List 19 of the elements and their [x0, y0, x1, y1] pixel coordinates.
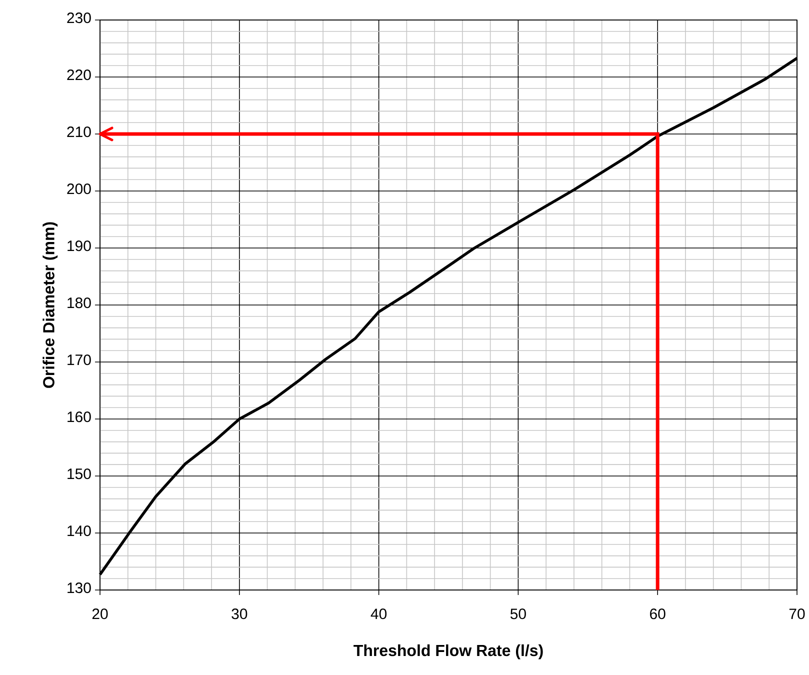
y-tick-label: 150 [68, 468, 91, 480]
y-tick-label: 190 [68, 240, 91, 252]
y-axis-title: Orifice Diameter (mm) [42, 222, 58, 388]
x-tick-label: 50 [510, 608, 526, 620]
y-tick-label: 140 [68, 526, 91, 536]
y-tick-label: 200 [67, 184, 91, 194]
x-axis-title: Threshold Flow Rate (l/s) [354, 644, 543, 660]
x-tick-label: 20 [92, 608, 108, 620]
y-tick-label: 210 [67, 126, 91, 138]
x-tick-label: 30 [232, 608, 248, 620]
y-tick-label: 220 [67, 70, 91, 80]
y-tick-label: 230 [67, 12, 91, 24]
y-tick-label: 160 [68, 412, 91, 422]
y-tick-label: 130 [68, 582, 91, 594]
x-tick-label: 70 [789, 608, 805, 620]
x-tick-label: 40 [370, 608, 387, 620]
y-tick-label: 180 [68, 298, 91, 308]
y-tick-label: 170 [68, 354, 91, 366]
x-tick-label: 60 [650, 608, 666, 620]
